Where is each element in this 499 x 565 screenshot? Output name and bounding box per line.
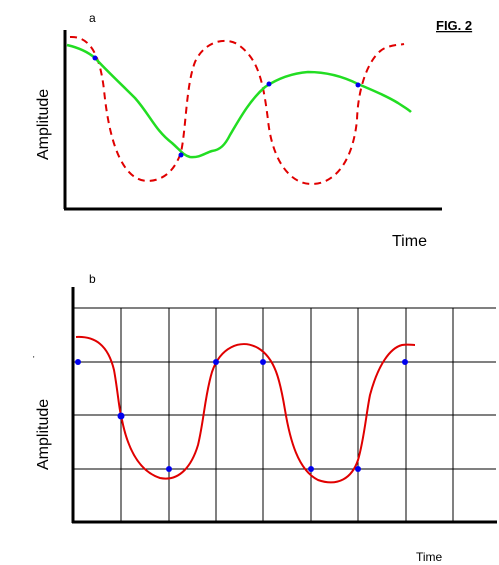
panel-a-reconstructed-signal [66, 43, 412, 159]
panel-b-xlabel: Time [416, 550, 443, 564]
figure-label: FIG. 2 [436, 18, 472, 33]
panel-b-letter: b [89, 272, 96, 286]
panel-b-sample-point [402, 359, 408, 365]
panel-a-original-signal [69, 35, 405, 186]
panel-b-sample-point [75, 359, 81, 365]
panel-a-sample-point [355, 82, 361, 88]
panel-b-signal [75, 335, 416, 484]
panel-b-sample-point [308, 466, 314, 472]
panel-b-sample-point [213, 359, 219, 365]
panel-a-sample-point [92, 55, 98, 61]
panel-b-ylabel: Amplitude [35, 399, 52, 470]
panel-a-xlabel: Time [392, 233, 427, 250]
panel-a: a Amplitude Time [35, 11, 442, 250]
panel-b-sample-point [117, 412, 125, 420]
panel-b-grid [73, 307, 496, 522]
stray-mark: ' [33, 355, 35, 364]
panel-a-sample-point [178, 152, 184, 158]
panel-b: b Amplitude Time ' [33, 272, 497, 564]
panel-b-sample-point [355, 466, 361, 472]
panel-b-sample-point [260, 359, 266, 365]
panel-a-letter: a [89, 11, 96, 25]
panel-b-sample-point [166, 466, 172, 472]
panel-a-sample-point [266, 81, 272, 87]
panel-a-ylabel: Amplitude [35, 89, 52, 160]
